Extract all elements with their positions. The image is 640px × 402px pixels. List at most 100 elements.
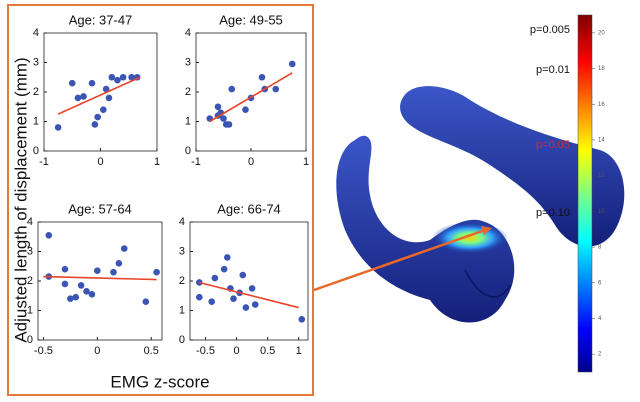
data-point	[88, 290, 96, 298]
y-tick-label: 3	[27, 245, 33, 257]
data-point	[225, 121, 233, 128]
plot-area	[195, 32, 307, 152]
x-tick-label: 0.5	[144, 345, 159, 357]
x-tick-label: 1	[296, 345, 302, 357]
data-point	[114, 76, 121, 84]
y-tick-label: 2	[179, 275, 185, 287]
data-point	[61, 280, 69, 288]
y-tick-label: 3	[179, 245, 185, 257]
data-point	[214, 103, 222, 111]
x-tick-label: 0	[248, 156, 254, 168]
fit-line	[199, 281, 299, 309]
data-point	[242, 304, 250, 311]
data-point	[72, 293, 80, 301]
subplot-title: Age: 37-47	[69, 12, 133, 27]
data-point	[242, 106, 249, 113]
data-point	[251, 301, 259, 308]
data-point	[88, 79, 96, 87]
arrow-head	[481, 226, 492, 235]
data-point	[100, 106, 107, 113]
data-point	[91, 121, 99, 128]
p-value-label: p=0.01	[536, 64, 570, 76]
plot-area	[43, 32, 158, 152]
data-point	[230, 295, 237, 303]
colorbar-tick-label: 18	[598, 66, 605, 72]
data-point	[208, 298, 216, 305]
data-point	[115, 260, 123, 267]
x-tick-label: 1	[303, 156, 309, 168]
x-tick-label: -0.5	[196, 345, 215, 357]
y-tick-label: 2	[33, 86, 39, 98]
colorbar-tick-label: 8	[598, 245, 602, 251]
fit-line	[57, 76, 141, 115]
y-tick-label: 2	[185, 86, 191, 98]
y-tick-label: 4	[185, 27, 191, 39]
colorbar-tick-label: 20	[598, 30, 605, 36]
y-tick-label: 0	[185, 145, 191, 157]
data-point	[102, 85, 110, 93]
data-point	[128, 73, 135, 81]
y-tick-label: 3	[185, 56, 191, 68]
x-axis-label: EMG z-score	[110, 372, 209, 391]
data-point	[288, 60, 296, 68]
y-tick-label: 0	[27, 334, 33, 346]
data-point	[120, 245, 128, 252]
y-tick-label: 0	[33, 145, 39, 157]
pointer-arrow	[313, 227, 489, 292]
data-point	[45, 231, 53, 239]
data-point	[80, 93, 87, 100]
data-point	[68, 79, 76, 87]
plot-area	[189, 221, 309, 341]
fit-line	[43, 275, 157, 281]
data-point	[110, 268, 117, 276]
colorbar-tick-label: 14	[598, 138, 605, 144]
x-tick-label: 0	[94, 345, 100, 357]
data-point	[228, 85, 236, 93]
x-tick-label: -1	[39, 156, 49, 168]
data-point	[220, 265, 228, 273]
colorbar	[577, 14, 593, 373]
y-tick-label: 3	[33, 56, 39, 68]
colorbar-tick-label: 10	[598, 209, 605, 215]
data-point	[239, 271, 247, 279]
subplot-title: Age: 49-55	[219, 12, 283, 27]
subplot-title: Age: 66-74	[217, 201, 281, 216]
x-tick-label: 0	[234, 345, 240, 357]
x-tick-label: -0.5	[34, 345, 53, 357]
y-tick-label: 1	[179, 304, 185, 316]
data-point	[61, 265, 69, 273]
y-tick-label: 1	[27, 304, 33, 316]
p-value-label: p=0.05	[536, 139, 570, 151]
x-tick-label: 0.5	[260, 345, 275, 357]
data-point	[74, 94, 82, 102]
x-tick-label: -1	[191, 156, 201, 168]
y-tick-label: 4	[33, 27, 39, 39]
y-tick-label: 4	[27, 216, 33, 228]
fit-line	[209, 72, 293, 123]
y-axis-label: Adjusted length of displacement (mm)	[11, 57, 30, 342]
x-tick-label: 1	[154, 156, 160, 168]
data-point	[153, 268, 160, 276]
data-point	[54, 124, 62, 131]
plot-area	[37, 221, 163, 341]
data-point	[119, 73, 127, 81]
y-tick-label: 4	[179, 216, 185, 228]
data-point	[83, 288, 90, 295]
panel-frame	[7, 4, 314, 396]
y-tick-label: 0	[179, 334, 185, 346]
data-point	[94, 267, 101, 274]
data-point	[67, 295, 74, 303]
data-point	[258, 73, 266, 81]
data-point	[211, 274, 219, 282]
y-tick-label: 1	[33, 115, 39, 127]
data-point	[298, 316, 306, 323]
subplot-title: Age: 57-64	[68, 201, 132, 216]
p-value-label: p=0.005	[530, 24, 570, 36]
data-point	[142, 298, 150, 305]
colorbar-tick-label: 16	[598, 102, 605, 108]
data-point	[196, 293, 203, 301]
data-point	[220, 115, 227, 122]
data-point	[223, 254, 231, 261]
colorbar-tick-label: 2	[598, 352, 602, 358]
